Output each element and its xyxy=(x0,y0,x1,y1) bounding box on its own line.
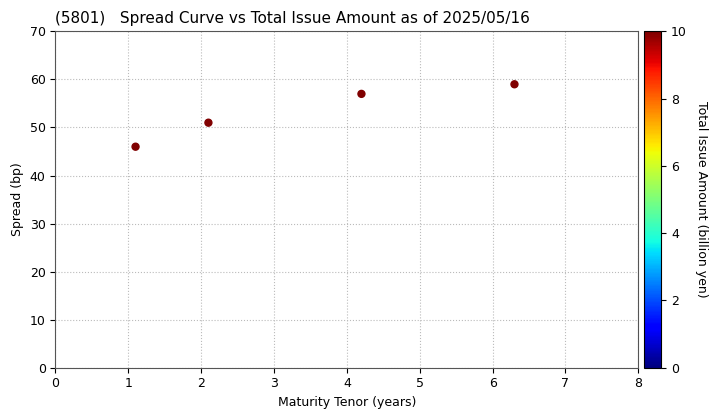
X-axis label: Maturity Tenor (years): Maturity Tenor (years) xyxy=(278,396,416,409)
Y-axis label: Spread (bp): Spread (bp) xyxy=(11,163,24,236)
Y-axis label: Total Issue Amount (billion yen): Total Issue Amount (billion yen) xyxy=(695,101,708,298)
Point xyxy=(130,143,141,150)
Point xyxy=(356,91,367,97)
Text: (5801)   Spread Curve vs Total Issue Amount as of 2025/05/16: (5801) Spread Curve vs Total Issue Amoun… xyxy=(55,11,530,26)
Point xyxy=(509,81,521,88)
Point xyxy=(202,119,214,126)
